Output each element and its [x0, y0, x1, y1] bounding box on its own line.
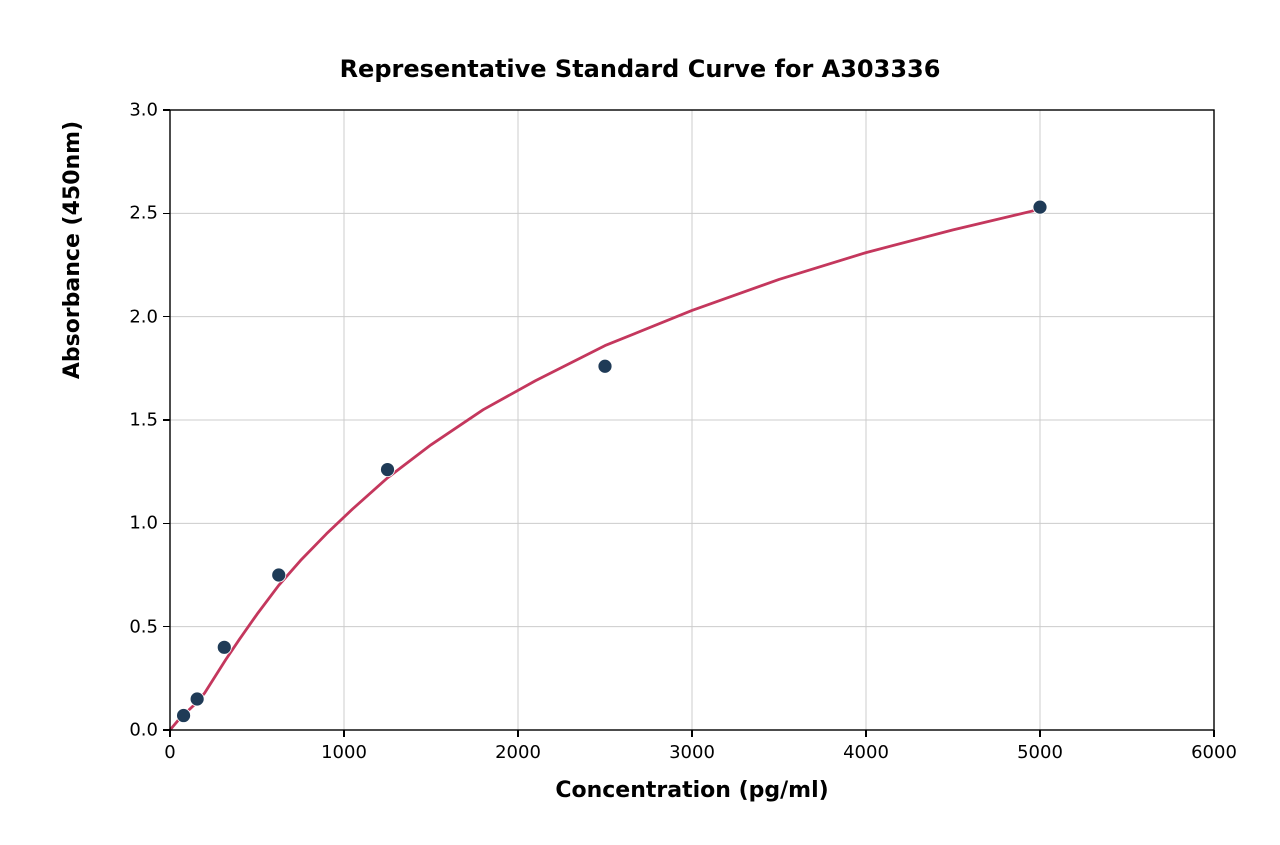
x-tick-label: 2000 — [495, 742, 541, 763]
chart-plot-svg — [169, 109, 1215, 731]
x-tick-label: 1000 — [321, 742, 367, 763]
chart-container: Representative Standard Curve for A30333… — [0, 0, 1280, 845]
x-tick-mark — [517, 730, 518, 737]
x-tick-label: 6000 — [1191, 742, 1237, 763]
x-tick-mark — [169, 730, 170, 737]
x-tick-label: 3000 — [669, 742, 715, 763]
x-tick-mark — [1213, 730, 1214, 737]
x-tick-mark — [865, 730, 866, 737]
y-tick-label: 0.5 — [129, 616, 158, 637]
y-tick-mark — [163, 419, 170, 420]
y-tick-label: 0.0 — [129, 720, 158, 741]
y-tick-mark — [163, 626, 170, 627]
y-tick-mark — [163, 316, 170, 317]
x-tick-mark — [343, 730, 344, 737]
y-tick-label: 3.0 — [129, 100, 158, 121]
y-tick-mark — [163, 213, 170, 214]
y-tick-mark — [163, 109, 170, 110]
y-tick-label: 1.5 — [129, 410, 158, 431]
x-tick-mark — [691, 730, 692, 737]
x-tick-label: 4000 — [843, 742, 889, 763]
x-axis-label: Concentration (pg/ml) — [170, 778, 1214, 803]
y-tick-mark — [163, 523, 170, 524]
chart-title: Representative Standard Curve for A30333… — [0, 55, 1280, 83]
x-tick-label: 5000 — [1017, 742, 1063, 763]
y-axis-label: Absorbance (450nm) — [60, 0, 85, 560]
y-tick-label: 1.0 — [129, 513, 158, 534]
y-tick-label: 2.0 — [129, 306, 158, 327]
y-tick-mark — [163, 729, 170, 730]
x-tick-label: 0 — [164, 742, 175, 763]
y-tick-label: 2.5 — [129, 203, 158, 224]
x-tick-mark — [1039, 730, 1040, 737]
